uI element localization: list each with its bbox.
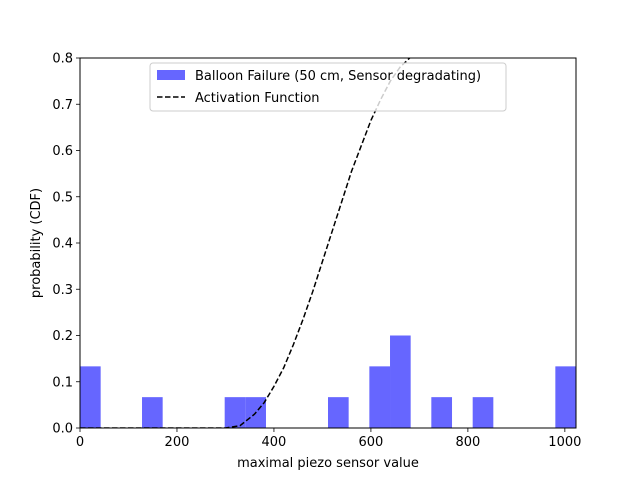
legend-label-histogram: Balloon Failure (50 cm, Sensor degradati… [195, 69, 481, 84]
plot-area [80, 58, 576, 428]
legend: Balloon Failure (50 cm, Sensor degradati… [149, 62, 507, 112]
legend-box [149, 62, 507, 112]
y-tick-label: 0.7 [52, 98, 73, 113]
y-tick-label: 0.2 [52, 329, 73, 344]
y-axis-label: probability (CDF) [29, 188, 44, 298]
histogram-bar [328, 397, 349, 428]
x-tick-label: 400 [262, 435, 287, 450]
histogram-bar [224, 397, 246, 428]
x-tick-label: 200 [165, 435, 190, 450]
histogram-bar [80, 366, 101, 428]
y-tick-label: 0.1 [52, 375, 73, 390]
y-tick-label: 0.8 [52, 52, 73, 67]
x-axis-label: maximal piezo sensor value [237, 456, 419, 471]
y-tick-label: 0.3 [52, 283, 73, 298]
histogram-bar [431, 397, 453, 428]
x-axis: 0 200 400 600 800 1000 [76, 428, 581, 450]
y-tick-label: 0.0 [52, 422, 73, 437]
histogram-bar [142, 397, 163, 428]
histogram-bar [390, 335, 411, 428]
histogram-bar [555, 366, 576, 428]
y-axis: 0.0 0.1 0.2 0.3 0.4 0.5 0.6 0.7 0.8 [52, 52, 80, 437]
histogram-bar [369, 366, 391, 428]
histogram-bar [472, 397, 494, 428]
x-tick-label: 600 [358, 435, 383, 450]
legend-swatch-histogram [157, 70, 185, 80]
y-tick-label: 0.5 [52, 190, 73, 205]
x-tick-label: 800 [455, 435, 480, 450]
y-tick-label: 0.6 [52, 144, 73, 159]
x-tick-label: 1000 [548, 435, 581, 450]
x-tick-label: 0 [76, 435, 84, 450]
histogram-bars [80, 335, 576, 428]
y-tick-label: 0.4 [52, 237, 73, 252]
legend-label-line: Activation Function [195, 91, 320, 106]
